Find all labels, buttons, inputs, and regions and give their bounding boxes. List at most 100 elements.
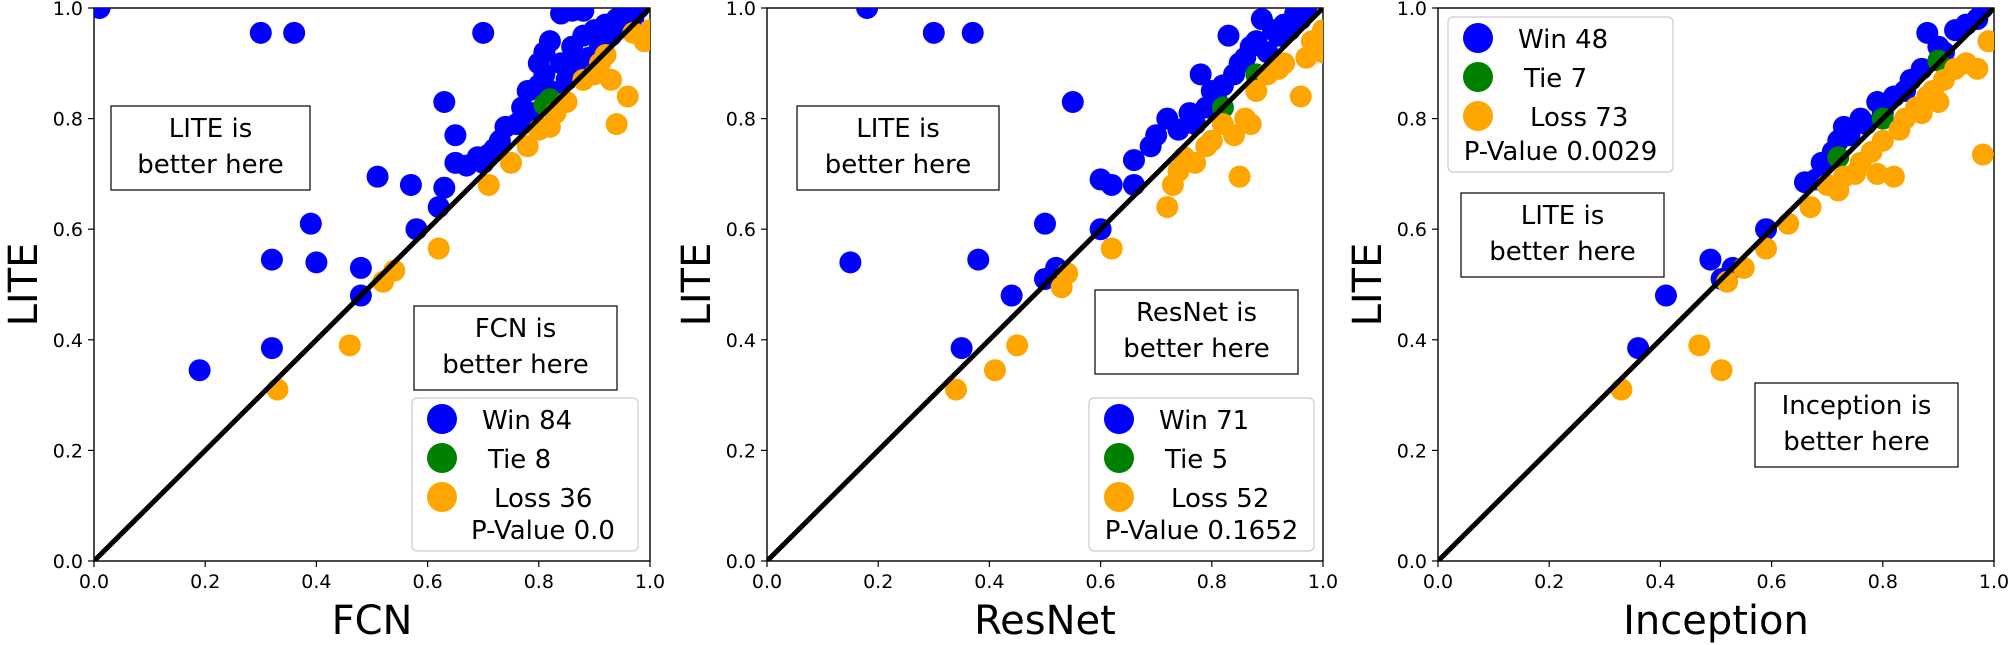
data-point-win: [950, 337, 973, 360]
y-tick-label: 0.8: [53, 109, 83, 131]
data-point-loss: [1273, 52, 1296, 75]
data-point-loss: [1688, 334, 1711, 357]
legend-label: Tie 7: [1523, 64, 1587, 94]
x-axis-label: ResNet: [974, 598, 1116, 644]
data-point-win: [283, 21, 306, 44]
data-point-loss: [1200, 129, 1223, 152]
upper-annotation-line: LITE is: [169, 114, 253, 144]
legend-label: Tie 5: [1164, 445, 1228, 475]
legend-marker: [1463, 101, 1493, 131]
data-point-win: [961, 21, 984, 44]
data-point-loss: [1245, 79, 1268, 102]
lower-annotation: ResNet is better here: [1094, 289, 1299, 375]
data-point-win: [922, 21, 945, 44]
data-point-win: [349, 256, 372, 279]
chart-panel-1: 0.00.0 0.2 0.2 0.4 0.4 0.6 0.6 0.8 0.8 1.0 1.0 FCN L…: [1, 0, 665, 644]
x-tick-label: 1.0: [1308, 571, 1338, 593]
x-tick-label: 0.4: [1645, 571, 1675, 593]
y-tick-label: 0.0: [726, 551, 756, 573]
data-point-win: [550, 52, 573, 75]
upper-annotation: LITE is better here: [110, 105, 311, 191]
data-point-win: [1654, 284, 1677, 307]
y-tick-label: 0.6: [53, 219, 83, 241]
upper-annotation-line: LITE is: [856, 114, 940, 144]
x-tick-label: 0.6: [1085, 571, 1115, 593]
data-point-win: [444, 124, 467, 147]
data-point-win: [433, 176, 456, 199]
data-point-loss: [1100, 237, 1123, 260]
data-point-win: [472, 21, 495, 44]
plot-frame: [1437, 7, 1995, 562]
data-point-win: [538, 30, 561, 53]
legend-marker: [1463, 23, 1493, 53]
y-tick-label: 0.4: [726, 330, 756, 352]
p-value-label: P-Value 0.0: [471, 516, 615, 546]
data-point-loss: [477, 173, 500, 196]
legend: Win 48 Tie 7 Loss 73 P-Value 0.0029: [1447, 16, 1674, 173]
data-point-win: [188, 359, 211, 382]
data-point-loss: [500, 151, 522, 174]
data-point-win: [260, 337, 283, 360]
y-tick-label: 0.6: [1397, 219, 1427, 241]
y-tick-label: 0.4: [1397, 330, 1427, 352]
lower-annotation: FCN is better here: [413, 305, 618, 391]
data-point-loss: [945, 378, 968, 401]
data-point-win: [1838, 124, 1861, 147]
legend-label: Loss 73: [1530, 103, 1628, 133]
data-point-win: [839, 251, 862, 274]
data-point-win: [856, 8, 879, 19]
data-point-win: [550, 8, 573, 25]
data-point-win: [1699, 248, 1722, 271]
legend-marker: [1463, 62, 1493, 92]
lower-annotation-line: ResNet is: [1136, 298, 1257, 328]
y-tick-label: 0.8: [726, 109, 756, 131]
identity-line: [1438, 8, 1994, 561]
legend-label: Win 48: [1518, 25, 1608, 55]
lower-annotation-line: better here: [1783, 427, 1929, 457]
y-tick-label: 0.0: [53, 551, 83, 573]
x-axis-label: Inception: [1623, 598, 1809, 644]
plot-frame: [766, 7, 1324, 562]
p-value-label: P-Value 0.0029: [1464, 137, 1658, 167]
x-tick-label: 0.0: [752, 571, 782, 593]
data-point-win: [366, 165, 389, 188]
x-tick-label: 0.6: [412, 571, 442, 593]
data-point-loss: [1239, 113, 1262, 136]
data-point-loss: [1228, 165, 1251, 188]
legend-label: Loss 36: [494, 484, 592, 514]
y-tick-label: 1.0: [1397, 0, 1427, 20]
x-tick-label: 0.2: [863, 571, 893, 593]
x-tick-label: 0.2: [1534, 571, 1564, 593]
lower-annotation-line: better here: [1123, 334, 1269, 364]
x-axis-label: FCN: [332, 598, 413, 644]
x-tick-label: 1.0: [635, 571, 665, 593]
data-point-loss: [1927, 91, 1950, 114]
legend: Win 84 Tie 8 Loss 36P-Value 0.0: [411, 397, 639, 552]
data-point-win: [967, 248, 990, 271]
data-point-win: [1000, 284, 1023, 307]
x-tick-label: 0.0: [79, 571, 109, 593]
points-layer: [94, 8, 650, 401]
y-tick-label: 0.8: [1397, 109, 1427, 131]
legend-marker: [1104, 482, 1134, 512]
data-point-loss: [1866, 162, 1889, 185]
y-tick-label: 0.2: [1397, 440, 1427, 462]
y-tick-label: 0.4: [53, 330, 83, 352]
data-point-win: [299, 212, 322, 235]
legend-marker: [427, 404, 457, 434]
data-point-win: [1034, 212, 1056, 235]
data-point-win: [1061, 91, 1084, 114]
x-tick-label: 0.8: [524, 571, 554, 593]
data-point-loss: [1971, 143, 1994, 166]
data-point-loss: [1910, 102, 1933, 125]
legend-marker: [1104, 443, 1134, 473]
x-tick-label: 0.4: [301, 571, 331, 593]
data-point-loss: [1871, 129, 1894, 152]
data-point-loss: [983, 359, 1006, 382]
data-point-loss: [1882, 165, 1905, 188]
lower-annotation-line: better here: [442, 350, 588, 380]
y-tick-label: 0.2: [726, 440, 756, 462]
lower-annotation: Inception is better here: [1754, 382, 1959, 468]
x-tick-label: 0.8: [1197, 571, 1227, 593]
data-point-win: [433, 91, 456, 114]
